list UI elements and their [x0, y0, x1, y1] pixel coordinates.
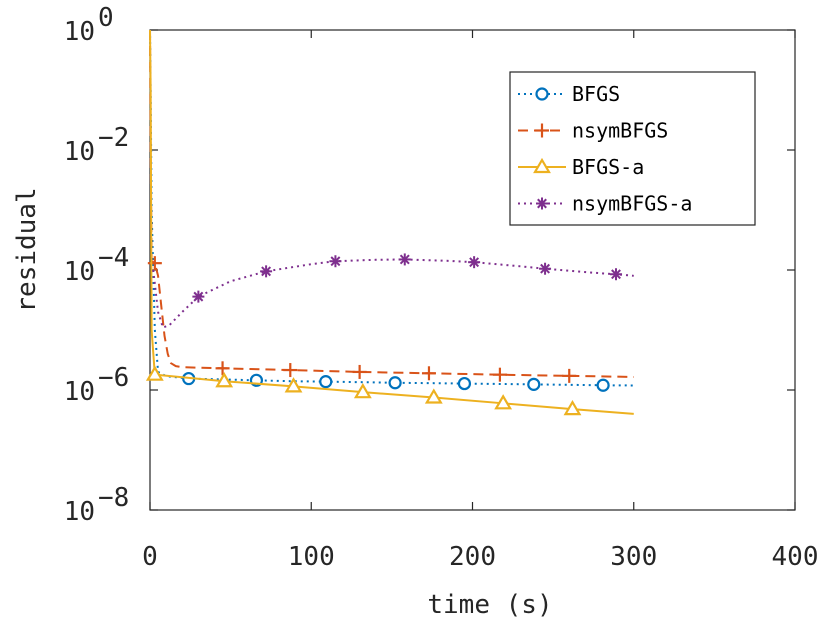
data-point [388, 376, 402, 390]
legend-marker [536, 197, 548, 210]
data-point [562, 368, 577, 383]
y-tick-label: 10 −8 [64, 483, 130, 527]
x-axis-label: time (s) [427, 590, 552, 620]
x-axis: 0 100 200 300 400 [142, 30, 818, 572]
y-tick-base: 10 [64, 377, 95, 407]
data-point [596, 378, 610, 392]
series-bfgs-a [145, 29, 634, 416]
y-tick-exponent: −6 [98, 363, 129, 393]
legend-item: nsymBFGS [518, 119, 668, 143]
data-point [283, 363, 298, 378]
y-tick-base: 10 [64, 137, 95, 167]
y-tick-label: 10 0 [64, 3, 114, 47]
series-bfgs [149, 29, 634, 392]
legend-label: BFGS-a [572, 155, 644, 179]
data-point [329, 255, 342, 268]
data-point [527, 377, 541, 391]
y-tick-label: 10 −2 [64, 123, 130, 167]
data-point [215, 361, 230, 376]
data-point [147, 256, 162, 271]
y-tick-base: 10 [64, 257, 95, 287]
series-nsymbfgs [147, 29, 634, 383]
series-layer [145, 29, 634, 416]
x-tick-label: 0 [142, 542, 158, 572]
x-tick-label: 300 [610, 542, 657, 572]
y-tick-exponent: −4 [98, 243, 129, 273]
y-axis-label: residual [12, 187, 42, 312]
y-tick-exponent: −2 [98, 123, 129, 153]
data-point [284, 377, 303, 393]
legend-item: nsymBFGS-a [518, 192, 692, 216]
legend-marker [535, 123, 549, 138]
data-point [539, 262, 552, 275]
legend-marker [535, 87, 549, 101]
legend-label: BFGS [572, 82, 620, 106]
y-tick-base: 10 [64, 497, 95, 527]
data-point [319, 375, 333, 389]
data-point [353, 382, 372, 399]
data-point [494, 394, 513, 410]
legend-item: BFGS-a [518, 155, 644, 179]
y-tick-exponent: −8 [98, 483, 129, 513]
legend-box [509, 71, 756, 226]
data-point [192, 290, 205, 303]
data-point [457, 376, 472, 391]
y-tick-label: 10 −4 [64, 243, 130, 287]
x-tick-label: 200 [449, 542, 496, 572]
series-nsymbfgs-a [152, 253, 634, 329]
data-point [398, 253, 411, 266]
data-point [468, 256, 481, 269]
data-point [421, 366, 436, 381]
data-point [352, 364, 367, 379]
y-tick-exponent: 0 [98, 3, 114, 33]
y-tick-label: 10 −6 [64, 363, 130, 407]
data-point [215, 372, 234, 388]
x-tick-label: 100 [288, 542, 335, 572]
data-point [260, 265, 273, 278]
data-point [563, 399, 582, 416]
data-point [492, 367, 507, 382]
x-tick-label: 400 [772, 542, 819, 572]
data-point [424, 388, 443, 404]
data-point [145, 365, 164, 381]
legend-item: BFGS [518, 82, 620, 106]
legend-label: nsymBFGS [572, 119, 668, 143]
data-point [610, 268, 623, 281]
legend-label: nsymBFGS-a [572, 192, 692, 216]
y-tick-base: 10 [64, 17, 95, 47]
legend-marker [533, 157, 551, 174]
legend: BFGS nsymBFGS BFGS-a nsymBFGS-a [509, 71, 756, 226]
